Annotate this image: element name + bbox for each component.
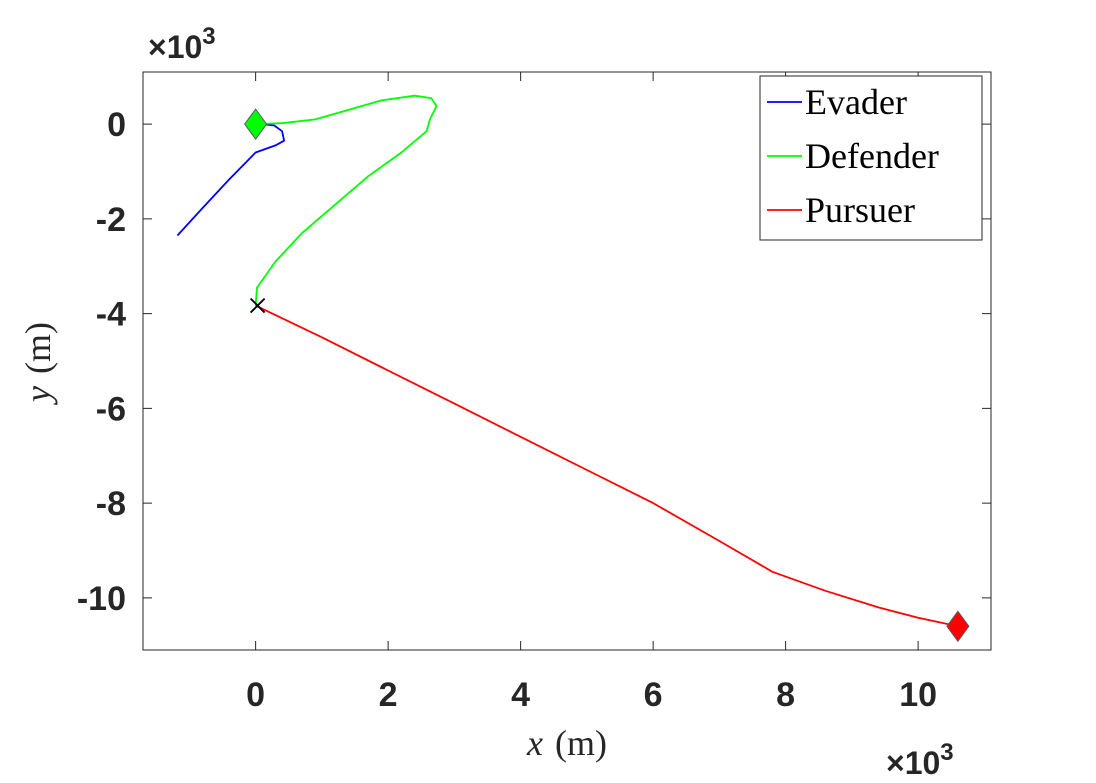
x-axis-label-var: x	[526, 723, 543, 763]
diamond-marker-0	[244, 108, 268, 140]
legend-label-defender: Defender	[805, 136, 939, 176]
y-tick-label: -4	[96, 296, 126, 334]
legend-box	[759, 75, 983, 241]
x-tick-label: 2	[379, 676, 398, 714]
legend-label-evader: Evader	[805, 82, 907, 122]
series-layer	[176, 94, 959, 628]
plot-area-frame	[142, 71, 992, 651]
y-tick-label: -8	[96, 485, 126, 523]
y-axis-label-unit: (m)	[18, 322, 58, 374]
x-tick-label: 8	[776, 676, 795, 714]
y-tick-label: 0	[107, 106, 126, 144]
y-tick-label: -6	[96, 390, 126, 428]
x-exponent: 3	[940, 739, 953, 766]
y-multiplier: ×103	[148, 23, 216, 65]
tick-layer: 0 2 4 6 8 10 0 -2 -4 -6 -8 -10	[77, 72, 991, 714]
series-line-pursuer	[255, 304, 959, 628]
x-axis-label: x (m)	[526, 723, 607, 763]
x-tick-label: 4	[511, 676, 530, 714]
legend: Evader Defender Pursuer	[759, 75, 983, 241]
series-line-evader	[176, 123, 286, 237]
x-tick-label: 0	[246, 676, 265, 714]
series-line-defender	[254, 94, 438, 306]
cross-marker-2	[249, 297, 266, 314]
y-tick-label: -10	[77, 580, 126, 618]
y-exponent: 3	[202, 23, 215, 50]
legend-entries: Evader Defender Pursuer	[767, 82, 939, 230]
x-axis-label-unit: (m)	[555, 723, 607, 763]
legend-label-pursuer: Pursuer	[805, 190, 915, 230]
y-tick-label: -2	[96, 201, 126, 239]
diamond-marker-1	[946, 610, 970, 643]
marker-layer	[244, 108, 970, 643]
x-multiplier: ×103	[886, 739, 954, 781]
y-axis-label: y (m)	[18, 322, 58, 405]
y-axis-label-var: y	[18, 386, 58, 405]
x-tick-label: 6	[644, 676, 663, 714]
x-tick-label: 10	[899, 676, 937, 714]
